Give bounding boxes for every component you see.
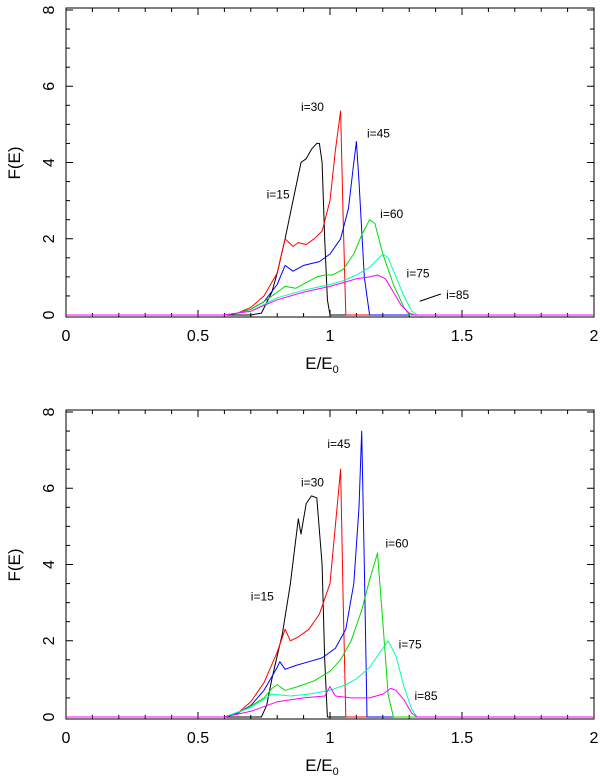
y-axis-label: F(E) [5, 548, 24, 581]
series-label-i15: i=15 [251, 590, 274, 604]
series-line-i85 [66, 274, 594, 316]
curves-group [66, 430, 594, 718]
series-line-i60 [66, 552, 594, 718]
annotation-leader-line [419, 293, 442, 302]
y-tick-label: 0 [41, 712, 58, 721]
y-axis-label: F(E) [5, 146, 24, 179]
y-tick-label: 6 [41, 82, 58, 91]
x-tick-label: 0.5 [187, 730, 209, 747]
plot-frame [65, 7, 595, 318]
y-tick-label: 8 [41, 407, 58, 416]
x-axis-label: E/E0 [305, 756, 339, 778]
series-label-i85: i=85 [414, 689, 437, 703]
x-tick-label: 2 [590, 328, 599, 345]
series-line-i85 [66, 686, 594, 718]
series-line-i30 [66, 468, 594, 718]
x-tick-label: 2 [590, 730, 599, 747]
labels-group: i=15 i=30 i=45 i=60 i=75 i=85 [251, 437, 438, 703]
series-label-i75: i=75 [407, 267, 430, 281]
plot-frame [65, 409, 595, 720]
series-label-i30: i=30 [301, 475, 324, 489]
curves-group [66, 110, 594, 316]
series-label-i45: i=45 [367, 127, 390, 141]
x-tick-label: 0.5 [187, 328, 209, 345]
x-axis-label-sub: 0 [333, 766, 339, 778]
series-label-i30: i=30 [301, 100, 324, 114]
x-axis-label: E/E0 [305, 354, 339, 376]
x-axis-label-sub: 0 [333, 364, 339, 376]
series-label-i60: i=60 [385, 536, 408, 550]
series-line-i45 [66, 430, 594, 718]
y-tick-label: 2 [41, 636, 58, 645]
x-tick-label: 1 [326, 730, 335, 747]
x-tick-label: 0 [62, 328, 71, 345]
series-line-i15 [66, 495, 594, 718]
series-label-i15: i=15 [267, 188, 290, 202]
x-tick-label: 1 [326, 328, 335, 345]
y-tick-label: 0 [41, 310, 58, 319]
series-line-i30 [66, 110, 594, 316]
series-line-i15 [66, 142, 594, 316]
ticks-group: 0 0.5 1 1.5 2 0 2 4 6 8 [41, 5, 599, 345]
x-tick-label: 0 [62, 730, 71, 747]
labels-group: i=15 i=30 i=45 i=60 i=75 i=85 [267, 100, 470, 302]
series-label-i60: i=60 [380, 207, 403, 221]
series-line-i75 [66, 640, 594, 718]
y-tick-label: 2 [41, 234, 58, 243]
x-tick-label: 1.5 [451, 328, 473, 345]
y-tick-label: 4 [41, 560, 58, 569]
x-axis-label-main: E/E [305, 354, 332, 373]
series-label-i75: i=75 [399, 637, 422, 651]
series-label-i85: i=85 [446, 288, 469, 302]
x-axis-label-main: E/E [305, 756, 332, 775]
series-line-i75 [66, 253, 594, 316]
y-tick-label: 8 [41, 5, 58, 14]
y-tick-label: 4 [41, 158, 58, 167]
ticks-group: 0 0.5 1 1.5 2 0 2 4 6 8 [41, 407, 599, 747]
y-tick-label: 6 [41, 484, 58, 493]
x-tick-label: 1.5 [451, 730, 473, 747]
series-line-i45 [66, 141, 594, 316]
series-label-i45: i=45 [327, 437, 350, 451]
series-line-i60 [66, 219, 594, 316]
